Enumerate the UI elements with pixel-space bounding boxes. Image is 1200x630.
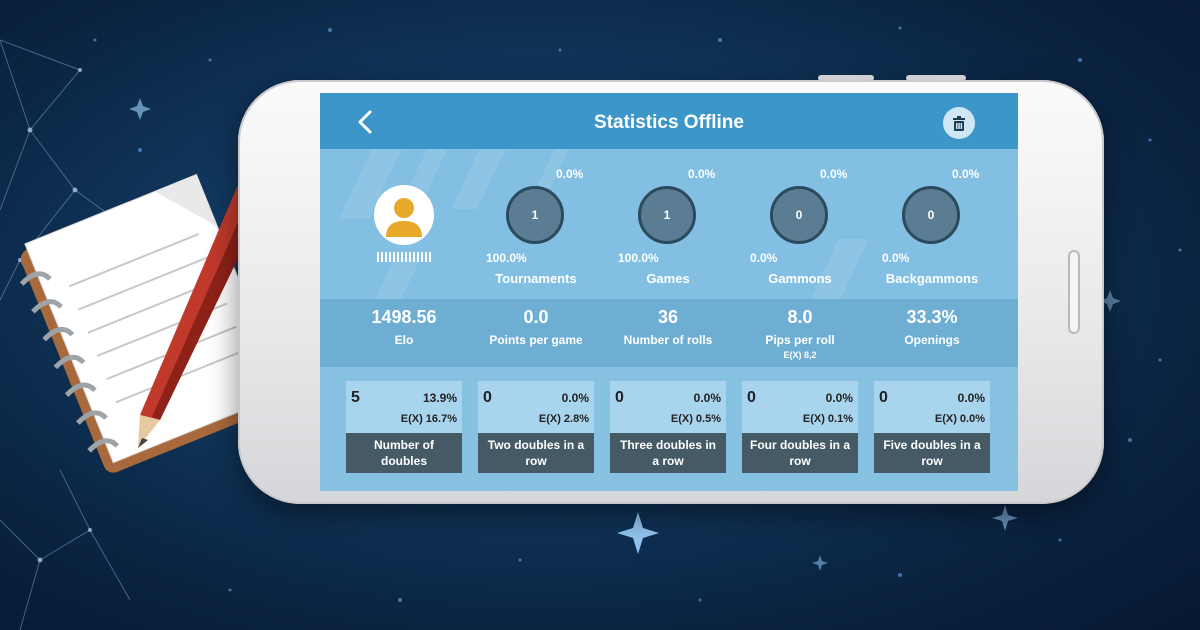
doubles-expected: E(X) 0.5% [670,413,721,425]
stat-label: Backgammons [885,271,979,286]
doubles-count: 0 [747,389,756,406]
bottom-percentage: 0.0% [882,251,910,265]
metric-value: 1498.56 [371,307,437,327]
stat-ring: 1 [638,186,696,244]
top-percentage: 0.0% [820,167,848,181]
metric-expected: E(X) 8,2 [783,350,817,360]
trash-icon [953,116,965,131]
metric-value: 33.3% [906,307,958,327]
metric-elo: 1498.56 Elo [339,299,469,347]
metric-pips-per-roll: 8.0 Pips per roll E(X) 8,2 [735,299,865,360]
metric-label: Points per game [489,333,583,347]
phone-home-button [1068,250,1080,334]
doubles-count: 0 [615,389,624,406]
bottom-percentage: 100.0% [486,251,527,265]
stat-label: Gammons [768,271,832,286]
doubles-card: 0 0.0% E(X) 0.0% Five doubles in a row [874,381,990,473]
chevron-left-icon [358,110,372,134]
doubles-section: 5 13.9% E(X) 16.7% Number of doubles 0 0… [320,367,1018,491]
doubles-expected: E(X) 16.7% [400,413,457,425]
notepad-icon [19,170,286,473]
card-values: 0 0.0% E(X) 0.0% [874,381,990,433]
delete-stats-button[interactable] [943,107,975,139]
user-avatar-icon [386,198,422,237]
doubles-label: Number of doubles [346,433,462,473]
phone-power-button [906,75,966,81]
doubles-percentage: 0.0% [957,391,985,405]
doubles-label: Five doubles in a row [874,433,990,473]
metric-openings: 33.3% Openings [867,299,997,347]
network-lines-decoration [0,39,131,630]
metric-label: Pips per roll [765,333,835,347]
top-percentage: 0.0% [688,167,716,181]
doubles-count: 0 [483,389,492,406]
doubles-expected: E(X) 2.8% [538,413,589,425]
metric-value: 8.0 [787,307,813,327]
back-button[interactable] [354,109,378,135]
top-percentage: 0.0% [952,167,980,181]
metric-label: Elo [394,333,414,347]
stat-ring: 1 [506,186,564,244]
top-bar: Statistics Offline [320,93,1018,149]
app-screen: Statistics Offline [320,93,1018,491]
metric-number-of-rolls: 36 Number of rolls [603,299,733,347]
profile-stats-section: 0.0% 1 100.0% Tournaments 0.0% 1 100.0% … [320,149,1018,299]
metric-label: Number of rolls [623,333,713,347]
doubles-percentage: 13.9% [422,391,457,405]
stat-ring: 0 [902,186,960,244]
stat-label: Tournaments [495,271,577,286]
metric-value: 0.0 [523,307,549,327]
doubles-percentage: 0.0% [561,391,589,405]
doubles-label: Four doubles in a row [742,433,858,473]
card-values: 0 0.0% E(X) 0.1% [742,381,858,433]
doubles-card: 0 0.0% E(X) 0.1% Four doubles in a row [742,381,858,473]
metric-label: Openings [904,333,960,347]
card-values: 5 13.9% E(X) 16.7% [346,381,462,433]
top-percentage: 0.0% [556,167,584,181]
doubles-percentage: 0.0% [693,391,721,405]
bottom-percentage: 100.0% [618,251,659,265]
doubles-percentage: 0.0% [825,391,853,405]
stat-ring: 0 [770,186,828,244]
doubles-label: Two doubles in a row [478,433,594,473]
phone-volume-button [818,75,874,81]
metric-value: 36 [657,307,679,327]
card-values: 0 0.0% E(X) 0.5% [610,381,726,433]
card-values: 0 0.0% E(X) 2.8% [478,381,594,433]
doubles-expected: E(X) 0.1% [802,413,853,425]
doubles-count: 5 [351,389,360,406]
page-title: Statistics Offline [594,112,744,133]
doubles-expected: E(X) 0.0% [934,413,985,425]
avatar[interactable] [374,185,434,245]
doubles-card: 0 0.0% E(X) 2.8% Two doubles in a row [478,381,594,473]
bottom-percentage: 0.0% [750,251,778,265]
stat-label: Games [646,271,690,286]
level-bar [377,252,431,262]
doubles-card: 0 0.0% E(X) 0.5% Three doubles in a row [610,381,726,473]
metrics-row: 1498.56 Elo 0.0 Points per game 36 Numbe… [320,299,1018,367]
metric-points-per-game: 0.0 Points per game [471,299,601,347]
doubles-label: Three doubles in a row [610,433,726,473]
doubles-card: 5 13.9% E(X) 16.7% Number of doubles [346,381,462,473]
doubles-count: 0 [879,389,888,406]
